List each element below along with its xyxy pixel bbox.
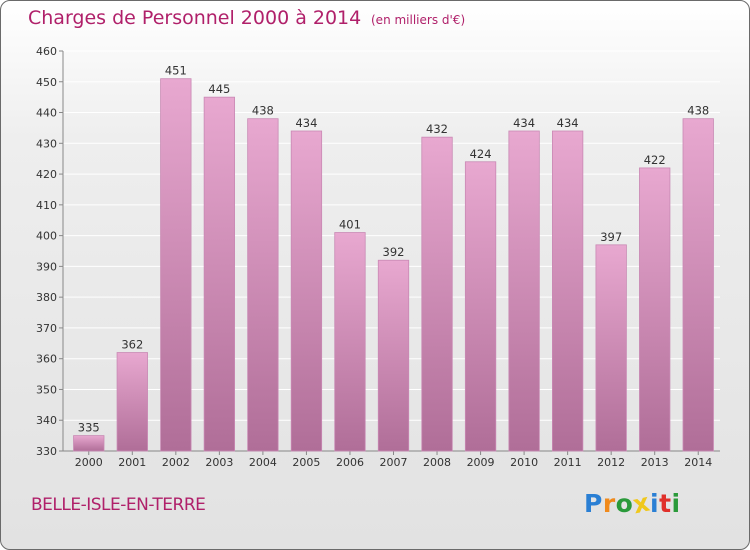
bar-2003 [203,96,236,452]
x-tick-label: 2003 [205,456,233,469]
bar-2001 [116,352,148,452]
bar-2005 [290,130,323,452]
logo-letter: i [671,489,681,518]
logo-letter: r [602,489,616,518]
logo-letter: o [615,489,634,518]
y-tick-label: 460 [36,45,57,58]
x-tick-label: 2001 [118,456,146,469]
bar-2012 [595,244,627,452]
logo-letter: t [659,489,672,518]
bar-2002 [160,78,192,452]
data-label: 397 [600,230,622,244]
data-label: 335 [78,421,100,435]
data-label: 438 [252,104,274,118]
data-label: 438 [687,104,709,118]
data-label: 432 [426,122,448,136]
x-tick-label: 2009 [467,456,495,469]
x-tick-label: 2008 [423,456,451,469]
y-tick-label: 420 [36,168,57,181]
chart-title: Charges de Personnel 2000 à 2014 [28,7,362,29]
labels: 330 340 350 360 370 380 390 400 410 420 430 440 450 4… [36,45,712,469]
y-tick-label: 430 [36,137,57,150]
y-tick-label: 450 [36,76,57,89]
bar-2000 [73,435,105,452]
bars [73,78,714,452]
y-tick-label: 400 [36,230,57,243]
x-tick-label: 2010 [510,456,538,469]
y-tick-label: 340 [36,414,57,427]
x-tick-label: 2000 [75,456,103,469]
bar-2008 [421,136,453,452]
data-label: 392 [383,245,405,259]
proxiti-logo[interactable]: Proxiti [584,488,681,520]
y-tick-label: 370 [36,322,57,335]
commune-name: BELLE-ISLE-EN-TERRE [31,495,206,515]
logo-letter: P [584,489,603,518]
chart-unit-label: (en milliers d'€) [371,13,466,27]
x-tick-label: 2002 [162,456,190,469]
y-tick-label: 390 [36,260,57,273]
data-label: 434 [513,116,535,130]
data-label: 434 [295,116,317,130]
logo-letter: i [650,489,660,518]
y-tick-label: 380 [36,291,57,304]
bar-2009 [464,161,497,452]
bar-2006 [334,232,366,452]
x-tick-label: 2013 [641,456,669,469]
x-tick-label: 2011 [554,456,582,469]
data-label: 434 [557,116,579,130]
x-tick-label: 2012 [597,456,625,469]
y-tick-label: 440 [36,107,57,120]
y-tick-label: 410 [36,199,57,212]
data-label: 451 [165,64,187,78]
x-tick-label: 2014 [684,456,712,469]
x-tick-label: 2005 [292,456,320,469]
bar-2014 [682,118,714,452]
x-tick-label: 2007 [380,456,408,469]
y-tick-label: 360 [36,353,57,366]
data-label: 424 [470,147,492,161]
bar-2011 [551,130,584,452]
x-tick-label: 2004 [249,456,277,469]
bar-2010 [508,130,540,452]
data-label: 401 [339,218,361,232]
y-tick-label: 330 [36,445,57,458]
y-tick-label: 350 [36,383,57,396]
data-label: 362 [121,338,143,352]
data-label: 422 [644,153,666,167]
bar-2007 [377,259,410,452]
data-label: 445 [208,82,230,96]
bar-2013 [639,167,671,452]
bar-2004 [247,118,279,452]
x-tick-label: 2006 [336,456,364,469]
